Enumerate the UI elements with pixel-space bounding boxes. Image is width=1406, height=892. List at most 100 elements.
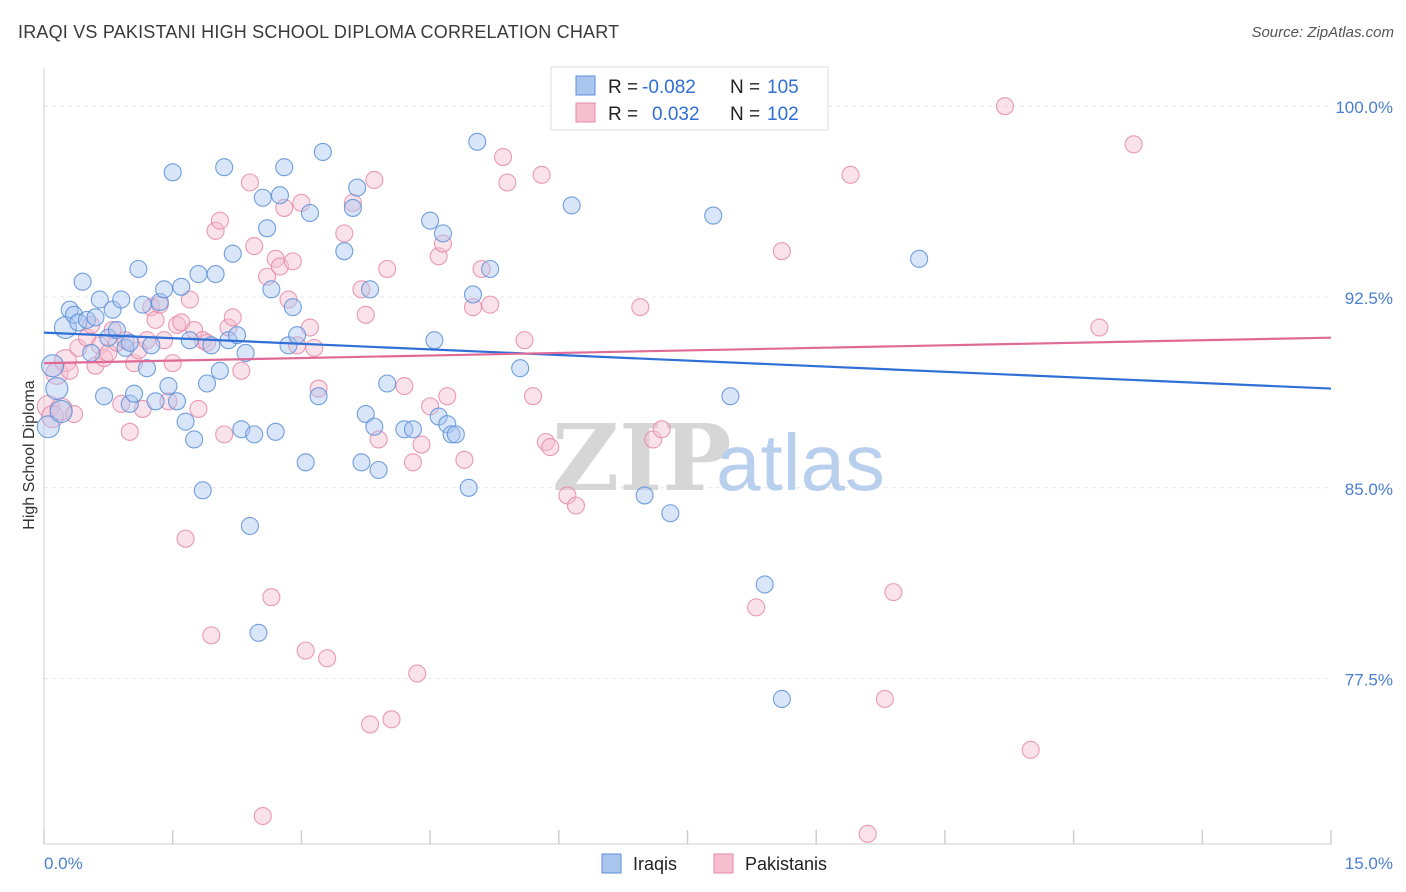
iraqis-point-49 (245, 425, 264, 444)
pakistanis-point-72 (408, 664, 427, 683)
bottom-legend-swatch-pakistanis (713, 853, 734, 874)
iraqis-point-61 (300, 203, 320, 223)
pakistanis-point-65 (360, 715, 380, 734)
iraqis-point-35 (185, 430, 204, 449)
pakistanis-point-45 (245, 237, 264, 256)
iraqis-point-22 (129, 259, 148, 279)
pakistanis-point-58 (305, 338, 324, 357)
iraqis-point-20 (120, 394, 139, 413)
pakistanis-point-96 (772, 242, 791, 261)
iraqis-point-72 (378, 374, 397, 393)
pakistanis-point-39 (210, 211, 229, 230)
pakistanis-point-102 (1021, 740, 1040, 759)
iraqis-point-23 (133, 295, 152, 314)
iraqis-point-36 (189, 265, 208, 284)
chart-title: IRAQI VS PAKISTANI HIGH SCHOOL DIPLOMA C… (18, 22, 620, 42)
pakistanis-point-90 (566, 496, 586, 515)
iraqis-point-56 (275, 158, 294, 177)
pakistanis-point-86 (532, 165, 551, 184)
iraqis-point-90 (661, 504, 680, 523)
pakistanis-point-99 (875, 689, 894, 709)
iraqis-point-31 (167, 392, 187, 411)
bottom-legend-pakistanis: Pakistanis (745, 854, 827, 874)
iraqis-point-10 (82, 343, 101, 363)
pakistanis-point-61 (335, 224, 354, 243)
iraqis-point-60 (296, 453, 315, 472)
iraqis-point-74 (403, 420, 422, 439)
iraqis-point-62 (309, 387, 328, 406)
pakistanis-point-18 (120, 422, 139, 441)
pakistanis-point-101 (995, 97, 1015, 116)
iraqis-point-26 (146, 392, 165, 411)
legend-iraqis-r-value: -0.082 (642, 77, 696, 98)
pakistanis-point-60 (318, 649, 337, 668)
pakistanis-point-28 (163, 354, 182, 373)
iraqis-point-83 (463, 285, 483, 304)
legend-iraqis-r-label: R = (608, 77, 638, 98)
axes (43, 68, 1332, 845)
pakistanis-point-32 (180, 290, 199, 309)
pakistanis-point-38 (206, 221, 225, 240)
pakistanis-point-100 (884, 583, 903, 602)
legend-swatch-iraqis (575, 75, 596, 96)
pakistanis-point-69 (382, 710, 401, 729)
iraqis-point-37 (193, 481, 212, 500)
iraqis-point-92 (721, 387, 740, 406)
x-tick-labels: 0.0% 15.0% (44, 854, 1393, 873)
legend-swatch-pakistanis (575, 102, 596, 123)
iraqis-point-29 (159, 376, 178, 396)
iraqis-point-48 (240, 516, 259, 536)
legend-pakistanis-n-label: N = (730, 104, 760, 125)
pakistanis-point-97 (841, 165, 860, 184)
pakistanis-point-78 (455, 450, 474, 469)
iraqis-point-84 (468, 132, 487, 151)
bottom-legend-swatch-iraqis (601, 853, 622, 874)
iraqis-point-12 (90, 290, 109, 309)
y-tick-label-0: 77.5% (1345, 671, 1393, 690)
iraqis-point-52 (258, 219, 277, 238)
pakistanis-point-88 (541, 438, 560, 457)
iraqis-point-50 (249, 623, 268, 642)
iraqis-point-16 (107, 321, 126, 340)
pakistanis-point-40 (215, 425, 234, 444)
iraqis-point-93 (755, 575, 774, 594)
iraqis-point-80 (442, 425, 461, 444)
iraqis-point-47 (236, 343, 255, 363)
pakistanis-point-84 (515, 331, 534, 350)
pakistanis-point-98 (858, 824, 877, 843)
pakistanis-point-104 (1124, 135, 1143, 154)
pakistanis-point-103 (1090, 318, 1109, 337)
iraqis-point-76 (425, 331, 444, 350)
pakistanis-point-77 (438, 387, 457, 406)
x-tick-label-1: 15.0% (1345, 854, 1393, 873)
legend-pakistanis-r-label: R = (608, 104, 638, 125)
legend-iraqis-n-label: N = (730, 77, 760, 98)
iraqis-point-0 (36, 415, 60, 439)
watermark-zip: ZIP (552, 404, 731, 512)
y-tick-label-1: 85.0% (1345, 480, 1393, 499)
pakistanis-point-85 (524, 387, 543, 406)
iraqis-point-86 (511, 359, 530, 378)
pakistanis-point-4 (53, 349, 77, 373)
legend-pakistanis-r-value: 0.032 (652, 104, 700, 125)
pakistanis-point-93 (652, 420, 671, 439)
pakistanis-point-42 (223, 308, 242, 327)
iraqis-points (36, 97, 929, 709)
iraqis-point-21 (125, 384, 144, 403)
iraqis-point-81 (446, 425, 465, 444)
iraqis-point-54 (266, 422, 285, 441)
pakistanis-point-53 (283, 252, 302, 271)
pakistanis-point-83 (498, 173, 517, 192)
iraqis-point-24 (137, 359, 157, 378)
iraqis-point-40 (206, 265, 225, 284)
iraqis-point-65 (343, 198, 362, 217)
pakistanis-point-76 (433, 234, 453, 253)
pakistanis-points (36, 97, 1143, 843)
pakistanis-point-59 (309, 379, 328, 398)
pakistanis-point-43 (232, 361, 251, 380)
pakistanis-trend-line (43, 336, 1332, 365)
pakistanis-point-31 (176, 529, 195, 548)
iraqis-point-58 (283, 298, 302, 317)
iraqis-point-94 (772, 689, 791, 709)
